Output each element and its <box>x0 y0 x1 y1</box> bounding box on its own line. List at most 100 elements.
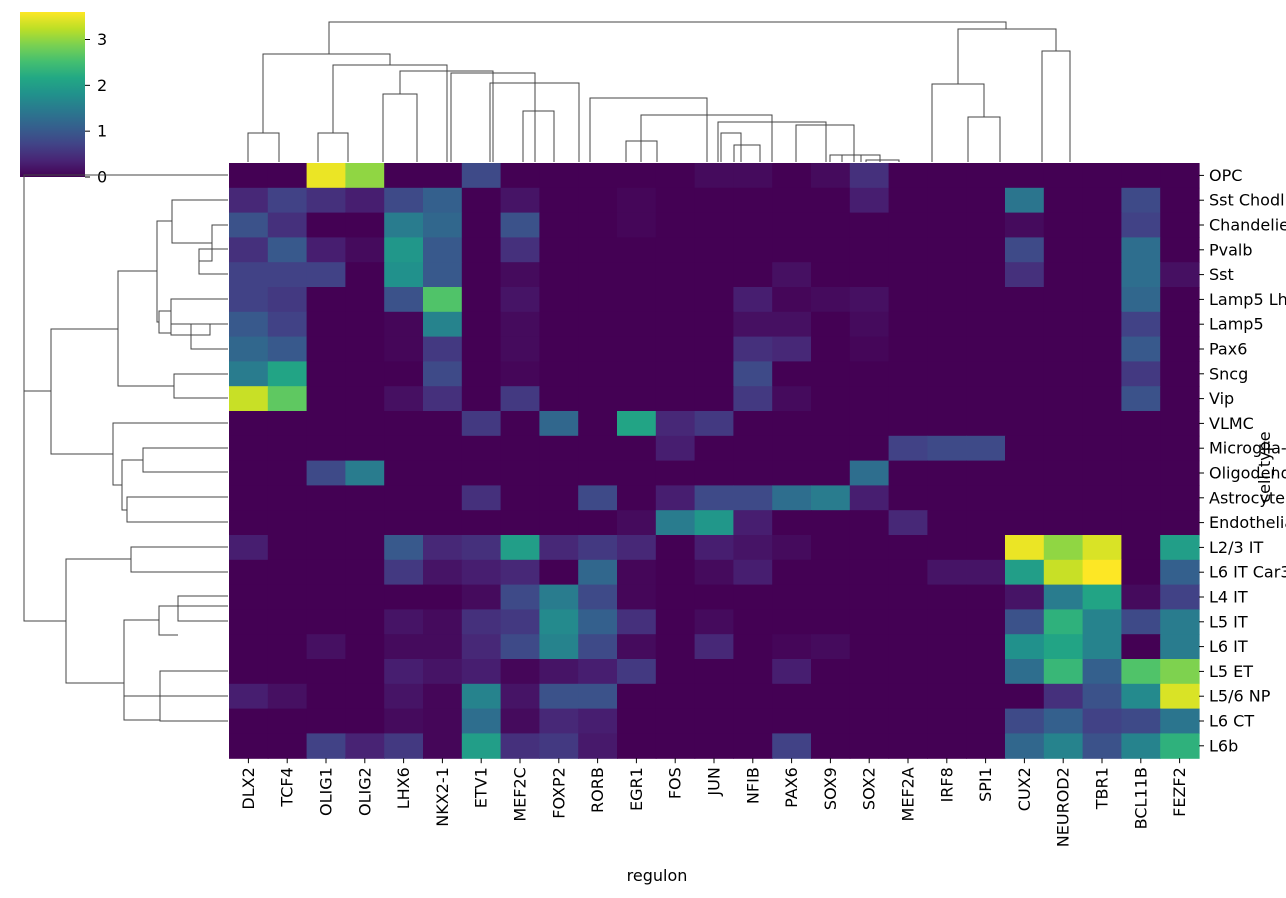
heatmap-cell <box>849 559 890 586</box>
heatmap-cell <box>384 262 424 288</box>
heatmap-cell <box>1160 535 1200 561</box>
heatmap-cell <box>384 683 424 710</box>
heatmap-cell <box>927 435 967 462</box>
heatmap-cell <box>1160 237 1200 263</box>
heatmap-cell <box>461 187 502 214</box>
heatmap-cell <box>617 485 657 511</box>
x-tick-label: FOXP2 <box>549 767 568 819</box>
heatmap-cell <box>811 237 851 263</box>
heatmap-cell <box>1160 212 1200 238</box>
heatmap-cell <box>694 262 734 288</box>
heatmap-cell <box>733 634 773 660</box>
heatmap-cell <box>578 163 618 189</box>
heatmap-cell <box>966 287 1006 313</box>
heatmap-cell <box>500 733 540 759</box>
heatmap-cell <box>772 535 812 561</box>
heatmap-cell <box>306 609 346 635</box>
heatmap-cell <box>966 659 1006 685</box>
heatmap-cell <box>811 733 851 759</box>
heatmap-cell <box>345 361 385 387</box>
heatmap-cell <box>229 311 269 338</box>
heatmap-cell <box>500 584 540 610</box>
y-tick-label: L6 CT <box>1209 712 1254 731</box>
heatmap-cell <box>888 708 928 734</box>
heatmap-cell <box>772 187 812 214</box>
heatmap-cell <box>539 411 579 437</box>
heatmap-cell <box>1082 311 1122 338</box>
heatmap-cell <box>617 460 657 486</box>
heatmap-cell <box>461 460 502 486</box>
heatmap-cell <box>306 559 346 586</box>
heatmap-cell <box>1082 683 1122 710</box>
x-tick-label: FEZF2 <box>1170 767 1189 817</box>
heatmap-cell <box>811 386 851 412</box>
heatmap-cell <box>927 559 967 586</box>
heatmap-cell <box>655 311 696 338</box>
heatmap-cell <box>888 187 928 214</box>
heatmap-cell <box>888 336 928 362</box>
heatmap-cell <box>966 634 1006 660</box>
heatmap-cell <box>500 386 540 412</box>
heatmap-cell <box>267 311 308 338</box>
heatmap-cell <box>461 510 502 536</box>
heatmap-cell <box>617 634 657 660</box>
dendrogram-link <box>1041 50 1071 162</box>
heatmap-cell <box>1005 485 1045 511</box>
heatmap-cell <box>423 237 463 263</box>
heatmap-cell <box>927 361 967 387</box>
heatmap-cell <box>229 609 269 635</box>
heatmap-cell <box>966 510 1006 536</box>
heatmap-cell <box>811 336 851 362</box>
heatmap-cell <box>1043 485 1084 511</box>
heatmap-cell <box>345 559 385 586</box>
heatmap-cell <box>927 535 967 561</box>
heatmap-cell <box>655 485 696 511</box>
heatmap-cell <box>267 262 308 288</box>
heatmap-cell <box>267 559 308 586</box>
heatmap-cell <box>1005 386 1045 412</box>
heatmap-cell <box>306 361 346 387</box>
heatmap-cell <box>384 311 424 338</box>
heatmap-cell <box>1005 287 1045 313</box>
heatmap-cell <box>267 460 308 486</box>
heatmap-cell <box>384 460 424 486</box>
heatmap-cell <box>345 460 385 486</box>
heatmap-cell <box>578 435 618 462</box>
heatmap-cell <box>1082 559 1122 586</box>
heatmap-cell <box>229 708 269 734</box>
heatmap-cell <box>694 187 734 214</box>
heatmap-cell <box>655 659 696 685</box>
heatmap-cell <box>772 212 812 238</box>
heatmap-cell <box>849 163 890 189</box>
heatmap-cell <box>888 361 928 387</box>
heatmap-cell <box>306 386 346 412</box>
heatmap-cell <box>306 187 346 214</box>
heatmap-cell <box>733 708 773 734</box>
y-tick-label: L5 IT <box>1209 612 1248 631</box>
heatmap-cell <box>733 435 773 462</box>
heatmap-cell <box>733 163 773 189</box>
heatmap-cell <box>888 634 928 660</box>
heatmap-cell <box>229 163 269 189</box>
heatmap-cell <box>811 634 851 660</box>
heatmap-cell <box>617 708 657 734</box>
heatmap-cell <box>733 683 773 710</box>
y-tick-label: L4 IT <box>1209 588 1248 607</box>
heatmap-cell <box>849 361 890 387</box>
x-tick-label: OLIG1 <box>317 767 336 816</box>
heatmap-cell <box>694 584 734 610</box>
heatmap-cell <box>461 237 502 263</box>
heatmap-cell <box>966 187 1006 214</box>
heatmap-cell <box>345 336 385 362</box>
heatmap-cell <box>539 683 579 710</box>
heatmap-cell <box>306 435 346 462</box>
heatmap-cell <box>229 659 269 685</box>
heatmap-cell <box>500 634 540 660</box>
heatmap-cell <box>888 609 928 635</box>
heatmap-cell <box>655 411 696 437</box>
heatmap-cell <box>733 659 773 685</box>
dendrogram-link <box>173 373 228 399</box>
heatmap-cell <box>772 460 812 486</box>
heatmap-cell <box>655 634 696 660</box>
heatmap-cell <box>384 163 424 189</box>
